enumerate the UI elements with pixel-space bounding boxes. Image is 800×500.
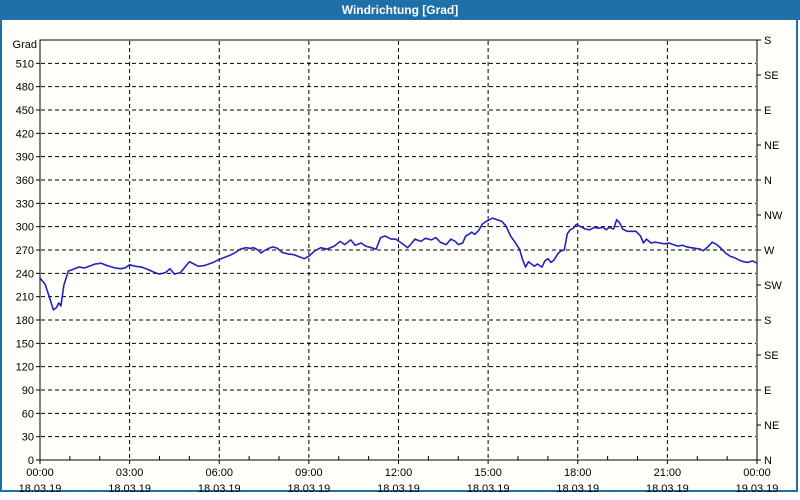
y-tick-label: 390 — [16, 152, 34, 164]
x-time-label: 00:00 — [743, 467, 771, 479]
page-title: Windrichtung [Grad] — [341, 3, 459, 17]
x-date-label: 18.03.19 — [198, 483, 241, 495]
y-tick-label: 60 — [22, 408, 34, 420]
compass-tick-label: NE — [764, 420, 779, 432]
y-axis-right-labels: N NE E SE S SW W NW N NE E SE S — [764, 35, 783, 467]
x-date-label: 18.03.19 — [287, 483, 330, 495]
x-date-label: 18.03.19 — [19, 483, 62, 495]
y-tick-label: 510 — [16, 58, 34, 70]
compass-tick-label: N — [764, 455, 772, 467]
x-date-label: 19.03.19 — [736, 483, 779, 495]
x-time-label: 18:00 — [564, 467, 592, 479]
x-date-label: 18.03.19 — [108, 483, 151, 495]
compass-tick-label: NW — [764, 210, 783, 222]
y-tick-label: 30 — [22, 432, 34, 444]
y-axis-left-labels: 0 30 60 90 120 150 180 210 240 270 300 330 360 390 420… — [13, 39, 37, 467]
compass-tick-label: SE — [764, 350, 779, 362]
y-tick-label: 150 — [16, 338, 34, 350]
y-tick-label: 240 — [16, 268, 34, 280]
y-tick-label: 330 — [16, 198, 34, 210]
compass-tick-label: SE — [764, 70, 779, 82]
y-tick-label: 210 — [16, 292, 34, 304]
compass-tick-label: E — [764, 105, 771, 117]
y-tick-label: 270 — [16, 245, 34, 257]
y-axis-unit-label: Grad — [13, 39, 37, 51]
x-date-label: 18.03.19 — [646, 483, 689, 495]
x-time-label: 03:00 — [116, 467, 144, 479]
y-tick-label: 360 — [16, 175, 34, 187]
y-tick-label: 420 — [16, 128, 34, 140]
compass-tick-label: S — [764, 315, 771, 327]
x-axis-labels: 00:00 18.03.19 03:00 18.03.19 06:00 18.03.19 0… — [19, 467, 779, 495]
y-tick-label: 300 — [16, 222, 34, 234]
wind-direction-line — [39, 217, 758, 311]
x-time-label: 21:00 — [654, 467, 682, 479]
x-time-label: 15:00 — [474, 467, 502, 479]
y-tick-label: 90 — [22, 385, 34, 397]
y-tick-label: 450 — [16, 105, 34, 117]
y-tick-label: 180 — [16, 315, 34, 327]
compass-tick-label: NE — [764, 140, 779, 152]
x-time-label: 09:00 — [295, 467, 323, 479]
compass-tick-label: SW — [764, 280, 782, 292]
compass-tick-label: W — [764, 245, 775, 257]
x-date-label: 18.03.19 — [377, 483, 420, 495]
compass-tick-label: N — [764, 175, 772, 187]
axis-ticks — [36, 39, 761, 464]
x-time-label: 12:00 — [385, 467, 413, 479]
compass-tick-label: S — [764, 35, 771, 47]
x-date-label: 18.03.19 — [467, 483, 510, 495]
y-tick-label: 0 — [28, 455, 34, 467]
plot-border — [39, 39, 758, 461]
y-tick-label: 480 — [16, 82, 34, 94]
compass-tick-label: E — [764, 385, 771, 397]
gridlines — [41, 41, 756, 459]
x-date-label: 18.03.19 — [556, 483, 599, 495]
x-time-label: 06:00 — [205, 467, 233, 479]
y-tick-label: 120 — [16, 362, 34, 374]
title-bar: Windrichtung [Grad] — [0, 0, 800, 20]
x-time-label: 00:00 — [26, 467, 54, 479]
